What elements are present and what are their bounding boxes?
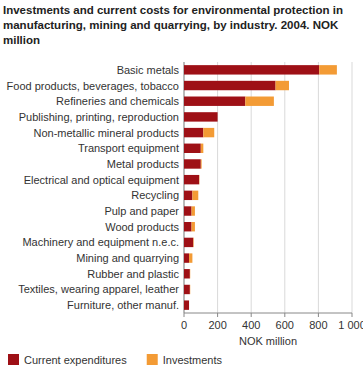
bar — [184, 206, 192, 215]
category-label: Rubber and plastic — [87, 268, 179, 280]
grid-line — [352, 62, 353, 313]
bar — [192, 191, 198, 200]
legend-label: Investments — [163, 354, 223, 366]
bar — [201, 144, 204, 153]
tick-label: 800 — [309, 319, 327, 331]
bar — [184, 112, 218, 121]
category-label: Furniture, other manuf. — [67, 299, 179, 311]
bar — [184, 65, 319, 74]
tick — [284, 313, 285, 317]
x-axis — [184, 313, 352, 314]
tick-label: 0 — [181, 319, 187, 331]
bar — [184, 144, 201, 153]
tick — [352, 313, 353, 317]
bar — [184, 222, 192, 231]
legend-swatch — [8, 354, 19, 365]
tick-label: 600 — [276, 319, 294, 331]
bar — [184, 253, 189, 262]
bar — [184, 238, 193, 247]
bar — [199, 175, 200, 184]
category-label: Non-metallic mineral products — [34, 127, 180, 139]
tick-label: 1 000 — [338, 319, 363, 331]
bar — [203, 128, 214, 137]
category-label: Refineries and chemicals — [56, 95, 179, 107]
tick — [217, 313, 218, 317]
tick-label: 400 — [242, 319, 260, 331]
bar — [245, 97, 274, 106]
bar — [184, 175, 199, 184]
category-label: Transport equipment — [78, 142, 179, 154]
grid — [184, 62, 352, 317]
grid-line — [318, 62, 319, 313]
legend-label: Current expenditures — [24, 354, 127, 366]
bars — [184, 65, 337, 310]
bar — [192, 222, 195, 231]
bar — [189, 253, 192, 262]
bar — [189, 300, 190, 309]
title: Investments and current costs for enviro… — [3, 4, 343, 46]
category-label: Pulp and paper — [104, 205, 179, 217]
category-label: Wood products — [105, 221, 179, 233]
bar — [189, 285, 190, 294]
tick-label: 200 — [208, 319, 226, 331]
bar — [319, 65, 337, 74]
bar — [184, 269, 190, 278]
grid-line — [284, 62, 285, 313]
bar — [276, 81, 289, 90]
tick — [184, 313, 185, 317]
category-label: Electrical and optical equipment — [24, 174, 179, 186]
bar — [184, 97, 245, 106]
bar — [193, 238, 195, 247]
bar — [184, 191, 192, 200]
bar — [192, 206, 195, 215]
tick — [318, 313, 319, 317]
bar — [184, 300, 189, 309]
bar — [184, 285, 190, 294]
bar — [184, 81, 276, 90]
bar — [200, 159, 202, 168]
category-label: Food products, beverages, tobacco — [7, 80, 179, 92]
legend: Current expenditures Investments — [8, 354, 223, 366]
legend-swatch — [147, 354, 158, 365]
category-label: Basic metals — [117, 64, 180, 76]
bar — [189, 269, 190, 278]
chart: Investments and current costs for enviro… — [0, 0, 363, 383]
category-label: Publishing, printing, reproduction — [19, 111, 179, 123]
category-label: Mining and quarrying — [76, 252, 179, 264]
bar — [217, 112, 218, 121]
bar — [184, 159, 201, 168]
category-label: Metal products — [107, 158, 180, 170]
category-label: Textiles, wearing apparel, leather — [18, 283, 179, 295]
bar — [184, 128, 203, 137]
category-label: Machinery and equipment n.e.c. — [22, 236, 179, 248]
category-label: Recycling — [131, 189, 179, 201]
axis-label: NOK million — [239, 335, 297, 347]
tick — [251, 313, 252, 317]
